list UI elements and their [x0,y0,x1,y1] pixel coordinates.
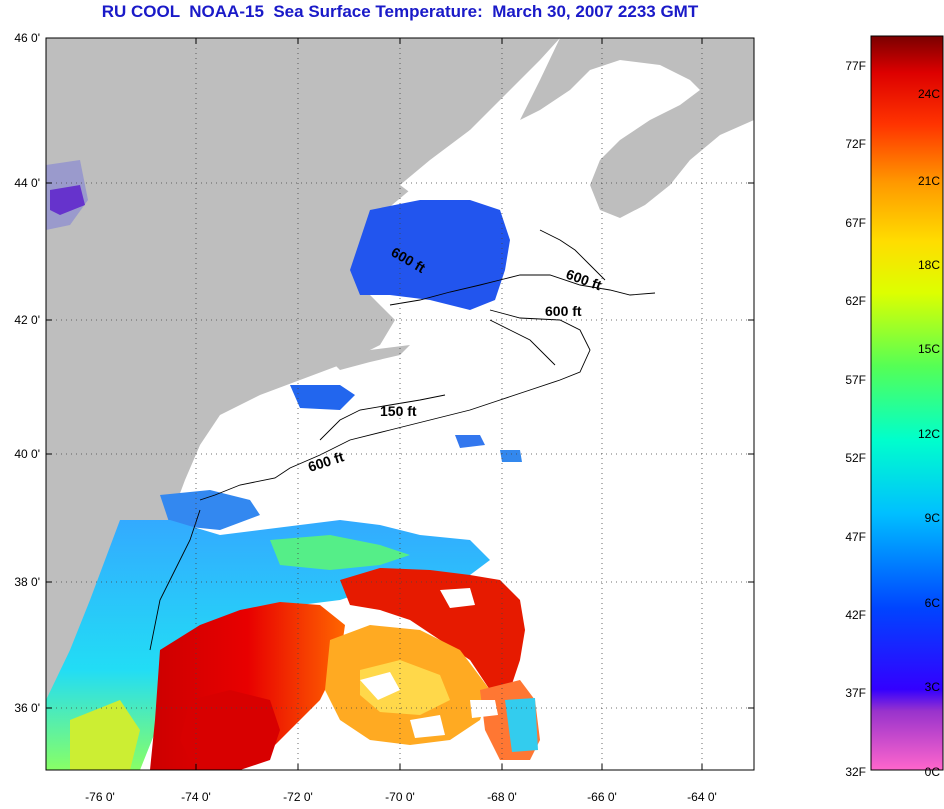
colorbar-fahrenheit-labels: 77F 72F 67F 62F 57F 52F 47F 42F 37F 32F [845,59,866,779]
sst-mixed-water-yellow [360,660,450,715]
cloud-patch-2 [440,588,475,608]
cb-label-18c: 18C [918,258,940,272]
cb-label-12c: 12C [918,427,940,441]
lon-label-66: -66 0' [587,790,617,804]
lat-label-44: 44 0' [14,176,40,190]
lon-label-70: -70 0' [385,790,415,804]
gulf-of-maine-water [400,70,660,215]
sst-patch-new-jersey [160,490,260,530]
cloud-patch-3 [470,700,498,718]
longitude-labels: -76 0' -74 0' -72 0' -70 0' -68 0' -66 0… [85,790,717,804]
sst-patch-ny-bight [290,385,355,410]
delmarva-land [60,500,130,640]
cb-label-62f: 62F [845,294,866,308]
cb-label-67f: 67F [845,216,866,230]
land-mass-us [46,38,560,770]
cb-label-21c: 21C [918,174,940,188]
cb-label-37f: 37F [845,686,866,700]
colorbar [870,35,944,771]
cb-label-57f: 57F [845,373,866,387]
long-island [330,345,410,370]
contour-label-150ft: 150 ft [380,403,417,419]
sst-eastern-strip-cool [505,698,538,752]
cb-label-52f: 52F [845,451,866,465]
cb-label-24c: 24C [918,87,940,101]
map-title: RU COOL NOAA-15 Sea Surface Temperature:… [101,2,699,21]
cb-label-42f: 42F [845,608,866,622]
sst-patch-southeast-shoals [455,435,485,448]
cb-label-77f: 77F [845,59,866,73]
lat-label-36: 36 0' [14,701,40,715]
land-mass-canada [520,38,754,218]
cb-label-15c: 15C [918,342,940,356]
sst-patch-gulf-of-maine [350,200,510,310]
lat-label-42: 42 0' [14,313,40,327]
sst-gulf-stream-east [340,568,525,690]
lat-label-46: 46 0' [14,31,40,45]
frame-ticks [46,37,754,770]
bathymetry-contours [149,229,656,651]
contour-label-georges-bank: 600 ft [545,303,582,319]
sst-cape-hatteras [70,700,140,770]
colorbar-celsius-labels: 24C 21C 18C 15C 12C 9C 6C 3C 0C [918,87,940,779]
lon-label-72: -72 0' [283,790,313,804]
cb-label-3c: 3C [925,680,941,694]
cloud-patch-1 [360,672,400,700]
lat-label-40: 40 0' [14,447,40,461]
cloud-patch-4 [410,715,445,738]
sst-warm-core [180,690,280,770]
sst-patch-shelf-edge [500,450,522,462]
cb-label-32f: 32F [845,765,866,779]
cb-label-72f: 72F [845,137,866,151]
cb-label-47f: 47F [845,530,866,544]
sst-shelf-break-band [270,535,410,570]
cb-label-6c: 6C [925,596,941,610]
lon-label-74: -74 0' [181,790,211,804]
purple-lake [50,185,85,215]
lon-label-64: -64 0' [687,790,717,804]
lon-label-76: -76 0' [85,790,115,804]
map-graticule [46,38,754,770]
cb-label-9c: 9C [925,511,941,525]
lon-label-68: -68 0' [487,790,517,804]
latitude-labels: 46 0' 44 0' 42 0' 40 0' 38 0' 36 0' [14,31,40,715]
lat-label-38: 38 0' [14,575,40,589]
cb-label-0c: 0C [925,765,941,779]
